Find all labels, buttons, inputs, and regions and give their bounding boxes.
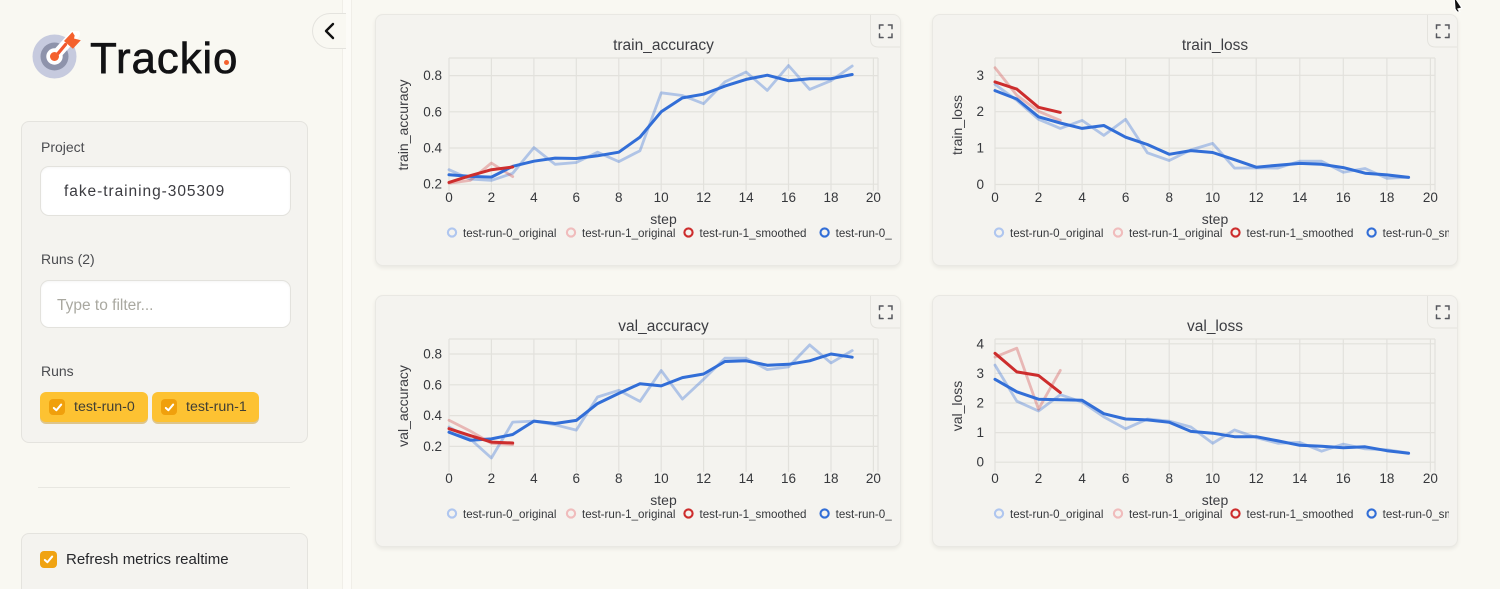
svg-text:14: 14 [1292,471,1308,486]
svg-text:4: 4 [1078,190,1086,205]
svg-text:16: 16 [1336,190,1351,205]
svg-text:test-run-1_smoothed: test-run-1_smoothed [700,227,807,240]
svg-text:10: 10 [1205,471,1220,486]
svg-text:20: 20 [1423,471,1438,486]
svg-text:2: 2 [1035,190,1043,205]
svg-text:14: 14 [739,471,755,486]
svg-text:2: 2 [488,190,496,205]
svg-text:12: 12 [696,471,711,486]
svg-text:step: step [1202,211,1229,227]
svg-text:test-run-0_original: test-run-0_original [1010,227,1103,240]
svg-text:16: 16 [781,471,796,486]
svg-text:16: 16 [781,190,796,205]
svg-text:step: step [1202,492,1229,508]
svg-text:test-run-1_original: test-run-1_original [582,508,675,521]
svg-text:20: 20 [1423,190,1438,205]
svg-text:0.2: 0.2 [423,177,442,192]
svg-text:14: 14 [1292,190,1308,205]
svg-text:test-run-0_smoothed: test-run-0_smoothed [836,508,901,521]
svg-text:2: 2 [976,396,984,411]
svg-text:test-run-0_original: test-run-0_original [463,227,556,240]
svg-text:8: 8 [1165,190,1173,205]
svg-text:4: 4 [530,471,538,486]
svg-text:test-run-1_original: test-run-1_original [582,227,675,240]
svg-text:18: 18 [1379,190,1394,205]
svg-text:3: 3 [976,68,984,83]
svg-text:4: 4 [530,190,538,205]
svg-text:0: 0 [445,471,453,486]
svg-text:14: 14 [739,190,755,205]
svg-text:10: 10 [1205,190,1220,205]
svg-text:0.6: 0.6 [423,377,442,392]
svg-text:2: 2 [488,471,496,486]
svg-text:12: 12 [1249,471,1264,486]
svg-text:0.6: 0.6 [423,104,442,119]
svg-text:train_loss: train_loss [949,95,965,155]
svg-text:0: 0 [991,190,999,205]
svg-text:train_accuracy: train_accuracy [395,79,411,170]
svg-text:0: 0 [445,190,453,205]
svg-text:6: 6 [573,471,581,486]
svg-text:val_accuracy: val_accuracy [618,318,709,335]
svg-text:4: 4 [1078,471,1086,486]
svg-text:10: 10 [654,190,669,205]
svg-text:0: 0 [976,455,984,470]
svg-text:12: 12 [1249,190,1264,205]
svg-text:3: 3 [976,366,984,381]
svg-text:8: 8 [615,190,623,205]
svg-text:0.4: 0.4 [423,408,442,423]
svg-text:0.4: 0.4 [423,141,442,156]
svg-text:2: 2 [1035,471,1043,486]
svg-text:test-run-0_smoothed: test-run-0_smoothed [836,227,901,240]
svg-text:16: 16 [1336,471,1351,486]
svg-text:6: 6 [1122,471,1130,486]
svg-text:8: 8 [1165,471,1173,486]
svg-text:1: 1 [976,141,984,156]
svg-text:step: step [650,211,677,227]
svg-text:test-run-0_smoothed: test-run-0_smoothed [1383,508,1458,521]
svg-text:train_loss: train_loss [1182,37,1249,54]
svg-text:0.8: 0.8 [423,347,442,362]
svg-text:20: 20 [866,471,881,486]
svg-text:18: 18 [823,190,838,205]
svg-text:step: step [650,492,677,508]
svg-text:test-run-1_original: test-run-1_original [1129,508,1222,521]
svg-text:val_loss: val_loss [1187,318,1243,335]
svg-text:test-run-0_smoothed: test-run-0_smoothed [1383,227,1458,240]
svg-text:test-run-0_original: test-run-0_original [1010,508,1103,521]
svg-text:1: 1 [976,425,984,440]
svg-text:0: 0 [976,177,984,192]
svg-text:0.8: 0.8 [423,68,442,83]
svg-text:6: 6 [573,190,581,205]
svg-text:18: 18 [823,471,838,486]
svg-text:train_accuracy: train_accuracy [613,37,714,54]
svg-text:0.2: 0.2 [423,439,442,454]
svg-text:20: 20 [866,190,881,205]
svg-text:test-run-0_original: test-run-0_original [463,508,556,521]
svg-text:val_accuracy: val_accuracy [395,365,411,447]
svg-text:2: 2 [976,104,984,119]
svg-text:test-run-1_smoothed: test-run-1_smoothed [700,508,807,521]
svg-text:test-run-1_smoothed: test-run-1_smoothed [1247,227,1354,240]
svg-text:18: 18 [1379,471,1394,486]
svg-text:8: 8 [615,471,623,486]
svg-text:val_loss: val_loss [949,381,965,432]
svg-text:test-run-1_original: test-run-1_original [1129,227,1222,240]
svg-text:6: 6 [1122,190,1130,205]
svg-text:4: 4 [976,336,984,351]
svg-text:0: 0 [991,471,999,486]
svg-text:10: 10 [654,471,669,486]
svg-text:12: 12 [696,190,711,205]
svg-text:test-run-1_smoothed: test-run-1_smoothed [1247,508,1354,521]
